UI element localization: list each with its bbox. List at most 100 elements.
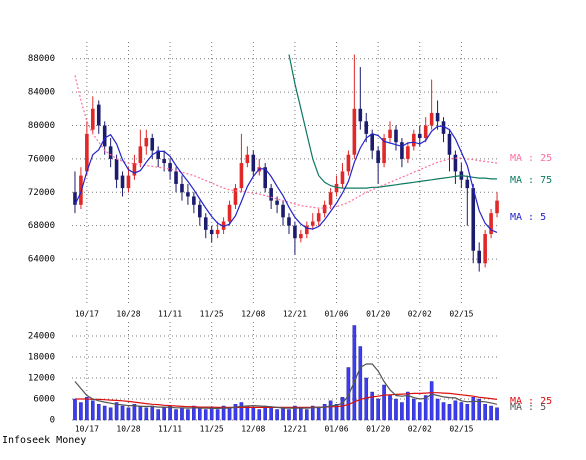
x-tick-label: 01/20 — [366, 310, 390, 319]
candle-body — [316, 213, 321, 222]
volume-bar — [126, 407, 131, 421]
candle-body — [310, 221, 315, 226]
candle-body — [233, 188, 238, 205]
volume-bar — [73, 398, 77, 421]
ma-line — [74, 75, 498, 209]
candle-body — [322, 204, 327, 214]
volume-bar — [257, 409, 262, 421]
x-tick-label: 10/17 — [75, 310, 99, 319]
footer: Infoseek Money — [2, 435, 86, 446]
volume-bar — [322, 404, 327, 421]
volume-bar — [120, 405, 125, 421]
volume-bar — [251, 407, 256, 421]
volume-bar — [370, 391, 374, 421]
volume-bar — [227, 407, 232, 421]
y-tick-label: 64000 — [28, 255, 55, 265]
volume-bar — [174, 409, 178, 421]
candle-body — [275, 200, 279, 205]
candle-body — [180, 183, 184, 193]
candle-body — [417, 133, 422, 139]
volume-bar — [471, 397, 476, 421]
candle-body — [447, 133, 452, 155]
x-tick-label: 12/21 — [283, 425, 307, 434]
candle-body — [412, 133, 416, 147]
candle-body — [364, 121, 369, 134]
x-tick-label: 01/20 — [366, 425, 390, 434]
volume-bar — [198, 407, 202, 421]
volume-bar — [221, 405, 226, 421]
candle-body — [495, 200, 499, 214]
volume-bar — [186, 409, 190, 421]
y-tick-label: 12000 — [28, 374, 55, 384]
volume-bar — [483, 404, 487, 421]
volume-bar — [417, 402, 422, 421]
volume-bar — [382, 384, 386, 421]
volume-bar — [441, 402, 446, 421]
volume-bar — [209, 407, 214, 421]
volume-bar — [79, 402, 83, 421]
volume-bar — [192, 405, 196, 421]
volume-bar — [132, 404, 137, 421]
volume-bar — [233, 404, 238, 421]
volume-bar — [168, 405, 172, 421]
volume-bar — [299, 407, 303, 421]
volume-bar — [376, 398, 380, 421]
candle-body — [192, 196, 196, 205]
x-tick-label: 02/02 — [408, 425, 432, 434]
volume-bar — [150, 405, 155, 421]
candle-body — [198, 204, 202, 218]
volume-bar — [96, 404, 101, 421]
volume-bar — [114, 402, 119, 421]
x-tick-label: 12/08 — [241, 425, 265, 434]
volume-bar — [281, 407, 285, 421]
candle-body — [108, 146, 113, 159]
x-tick-label: 11/25 — [200, 425, 224, 434]
candle-body — [382, 138, 386, 164]
candle-body — [358, 108, 363, 122]
candle-body — [370, 133, 374, 151]
candle-body — [376, 150, 380, 164]
x-tick-label: 10/17 — [75, 425, 99, 434]
candle-body — [293, 225, 297, 239]
candle-body — [423, 125, 428, 139]
volume-bar — [108, 407, 113, 421]
volume-bar — [340, 397, 345, 421]
volume-bar — [263, 405, 267, 421]
volume-bar — [429, 381, 434, 421]
candle-body — [406, 146, 410, 159]
volume-bar — [459, 402, 464, 421]
x-tick-label: 02/15 — [449, 425, 473, 434]
volume-bar — [180, 407, 184, 421]
volume-bar — [275, 409, 279, 421]
candle-body — [489, 213, 493, 235]
volume-bar — [215, 409, 220, 421]
volume-bar — [334, 404, 339, 421]
legend-label: MA : 75 — [510, 175, 552, 186]
candle-body — [477, 250, 481, 264]
candle-body — [435, 112, 440, 122]
volume-bar — [352, 325, 357, 421]
volume-bar — [162, 407, 166, 421]
x-tick-label: 02/15 — [449, 310, 473, 319]
candle-body — [132, 163, 137, 176]
volume-bar — [239, 402, 244, 421]
candle-body — [441, 121, 446, 134]
volume-bar — [91, 400, 95, 421]
candle-body — [85, 133, 89, 172]
x-tick-label: 11/11 — [158, 310, 182, 319]
candle-body — [352, 108, 357, 155]
candle-body — [269, 188, 273, 201]
volume-bar — [269, 407, 273, 421]
legend-label: MA : 5 — [510, 212, 546, 223]
y-tick-label: 6000 — [33, 395, 55, 405]
y-tick-label: 84000 — [28, 88, 55, 98]
volume-bar — [305, 409, 309, 421]
candle-body — [483, 234, 487, 264]
volume-bar — [406, 391, 410, 421]
candle-body — [102, 125, 107, 147]
volume-bar — [287, 409, 291, 421]
candle-body — [96, 104, 101, 126]
volume-bar — [293, 405, 297, 421]
volume-bar — [138, 405, 143, 421]
